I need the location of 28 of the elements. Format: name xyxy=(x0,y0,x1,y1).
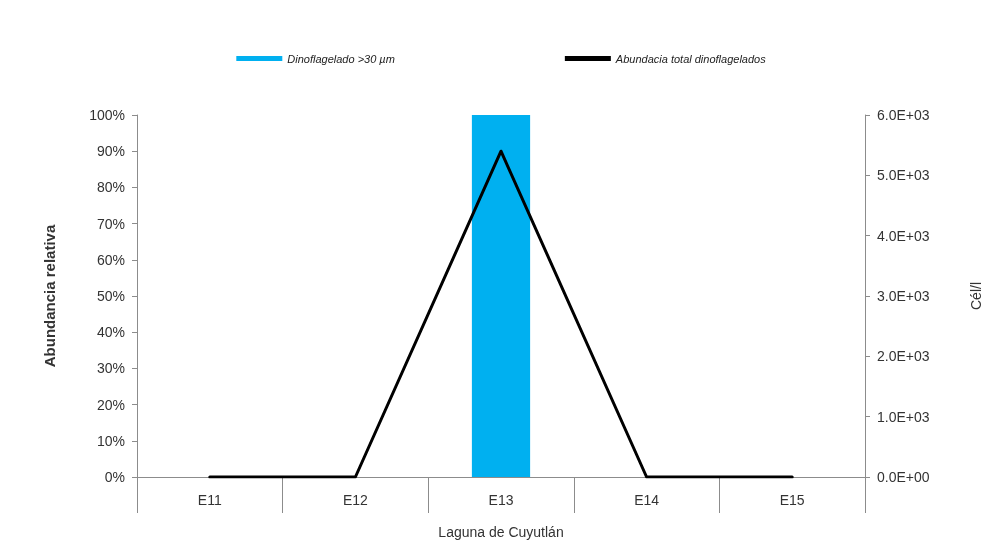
legend-label: Abundacia total dinoflagelados xyxy=(614,52,767,65)
x-tick-label: E14 xyxy=(634,492,660,508)
y-tick-label: 90% xyxy=(96,143,125,160)
x-tick-label: E15 xyxy=(779,492,805,508)
y2-tick-label: 5.0E+03 xyxy=(877,167,930,184)
y2-tick-label: 1.0E+03 xyxy=(877,408,930,425)
y2-tick-label: 2.0E+03 xyxy=(877,348,930,365)
y-tick-label: 0% xyxy=(104,469,125,485)
legend-label: Dinoflagelado >30 µm xyxy=(287,52,395,65)
y-tick-label: 80% xyxy=(96,179,125,196)
y-tick-label: 50% xyxy=(96,288,125,304)
x-tick-label: E12 xyxy=(342,492,369,508)
y2-tick-label: 6.0E+03 xyxy=(877,107,930,123)
y2-tick-label: 0.0E+00 xyxy=(877,469,930,485)
y-tick-label: 70% xyxy=(96,215,125,232)
y-tick-label: 60% xyxy=(96,251,125,268)
y-axis-title: Abundancia relativa xyxy=(41,224,58,368)
y-tick-label: 10% xyxy=(96,432,125,449)
y2-tick-label: 4.0E+03 xyxy=(877,227,930,244)
x-tick-label: E11 xyxy=(197,492,222,508)
y-tick-label: 100% xyxy=(89,107,125,123)
y-tick-label: 20% xyxy=(96,396,125,413)
y2-tick-label: 3.0E+03 xyxy=(877,288,930,304)
x-axis-title: Laguna de Cuyutlán xyxy=(438,524,564,540)
y-tick-label: 40% xyxy=(96,324,125,341)
y-tick-label: 30% xyxy=(96,360,125,377)
x-tick-label: E13 xyxy=(488,492,514,508)
y2-axis-title: Cél/l xyxy=(968,281,984,311)
